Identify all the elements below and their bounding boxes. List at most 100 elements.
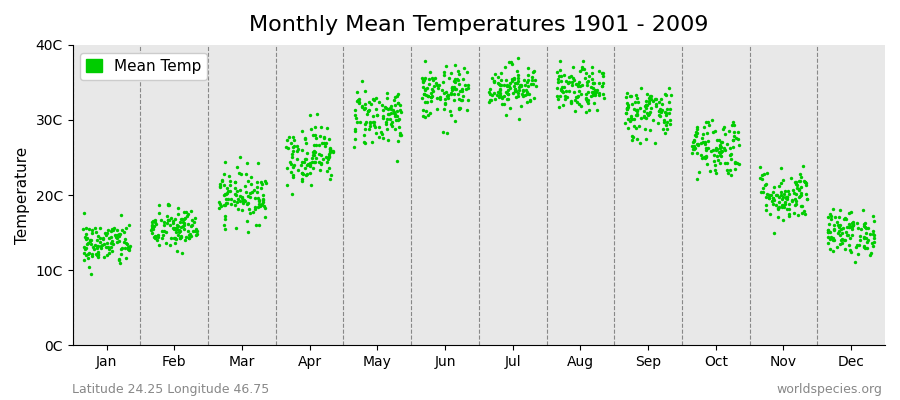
Point bbox=[388, 113, 402, 119]
Point bbox=[322, 176, 337, 183]
Point bbox=[147, 234, 161, 241]
Point bbox=[290, 148, 304, 154]
Point bbox=[760, 191, 774, 198]
Point bbox=[314, 161, 328, 168]
Point bbox=[597, 95, 611, 101]
Point bbox=[500, 77, 514, 83]
Point bbox=[859, 224, 873, 231]
Point bbox=[850, 250, 865, 257]
Point bbox=[160, 202, 175, 208]
Point bbox=[619, 104, 634, 111]
Point bbox=[789, 181, 804, 187]
Point bbox=[286, 134, 301, 140]
Point bbox=[284, 161, 299, 168]
Point bbox=[490, 92, 504, 98]
Point bbox=[588, 89, 602, 96]
Point bbox=[299, 156, 313, 162]
Point bbox=[188, 215, 202, 221]
Point bbox=[157, 228, 171, 234]
Point bbox=[588, 91, 602, 97]
Point bbox=[759, 207, 773, 213]
Point bbox=[294, 147, 309, 153]
Point bbox=[794, 202, 808, 209]
Point bbox=[554, 72, 568, 79]
Point bbox=[788, 179, 803, 185]
Point bbox=[368, 130, 382, 137]
Point bbox=[446, 78, 461, 84]
Point bbox=[831, 230, 845, 236]
Point bbox=[762, 211, 777, 217]
Point bbox=[356, 132, 371, 138]
Point bbox=[554, 78, 569, 85]
Point bbox=[563, 73, 578, 80]
Point bbox=[860, 245, 874, 251]
Point bbox=[698, 119, 713, 126]
Point bbox=[251, 160, 266, 166]
Point bbox=[104, 240, 118, 246]
Point bbox=[574, 91, 589, 98]
Point bbox=[581, 106, 596, 113]
Point bbox=[499, 89, 513, 95]
Point bbox=[754, 176, 769, 182]
Point bbox=[181, 211, 195, 218]
Point bbox=[660, 106, 674, 113]
Point bbox=[243, 210, 257, 216]
Point bbox=[512, 87, 526, 93]
Point bbox=[101, 227, 115, 234]
Point bbox=[212, 205, 227, 212]
Point bbox=[233, 192, 248, 199]
Point bbox=[306, 149, 320, 155]
Point bbox=[417, 77, 431, 84]
Point bbox=[553, 93, 567, 100]
Point bbox=[213, 180, 228, 187]
Point bbox=[840, 224, 854, 230]
Point bbox=[629, 106, 643, 113]
Point bbox=[518, 92, 532, 98]
Point bbox=[87, 242, 102, 249]
Point bbox=[715, 148, 729, 154]
Point bbox=[113, 212, 128, 218]
Point bbox=[215, 178, 230, 184]
Point bbox=[586, 85, 600, 91]
Point bbox=[553, 67, 567, 74]
Point bbox=[773, 192, 788, 198]
Point bbox=[845, 224, 859, 231]
Point bbox=[792, 178, 806, 184]
Point bbox=[555, 88, 570, 94]
Point bbox=[572, 68, 587, 74]
Point bbox=[618, 110, 633, 116]
Point bbox=[699, 153, 714, 159]
Point bbox=[556, 72, 571, 79]
Point bbox=[486, 90, 500, 97]
Point bbox=[849, 244, 863, 250]
Point bbox=[659, 112, 673, 118]
Point bbox=[551, 79, 565, 86]
Point bbox=[769, 202, 783, 208]
Point bbox=[91, 232, 105, 239]
Point bbox=[257, 214, 272, 220]
Point bbox=[378, 104, 392, 111]
Point bbox=[492, 86, 507, 92]
Point bbox=[367, 124, 382, 130]
Point bbox=[523, 97, 537, 103]
Point bbox=[662, 85, 676, 91]
Point bbox=[503, 80, 517, 86]
Point bbox=[763, 192, 778, 198]
Point bbox=[245, 189, 259, 195]
Point bbox=[795, 183, 809, 190]
Point bbox=[864, 250, 878, 256]
Point bbox=[452, 70, 466, 77]
Point bbox=[767, 230, 781, 236]
Point bbox=[640, 91, 654, 97]
Point bbox=[388, 102, 402, 108]
Point bbox=[89, 242, 104, 249]
Point bbox=[146, 224, 160, 230]
Point bbox=[323, 149, 338, 155]
Point bbox=[837, 237, 851, 243]
Point bbox=[107, 225, 122, 232]
Point bbox=[218, 216, 232, 222]
Point bbox=[433, 94, 447, 100]
Point bbox=[321, 151, 336, 158]
Point bbox=[487, 78, 501, 84]
Point bbox=[356, 78, 370, 84]
